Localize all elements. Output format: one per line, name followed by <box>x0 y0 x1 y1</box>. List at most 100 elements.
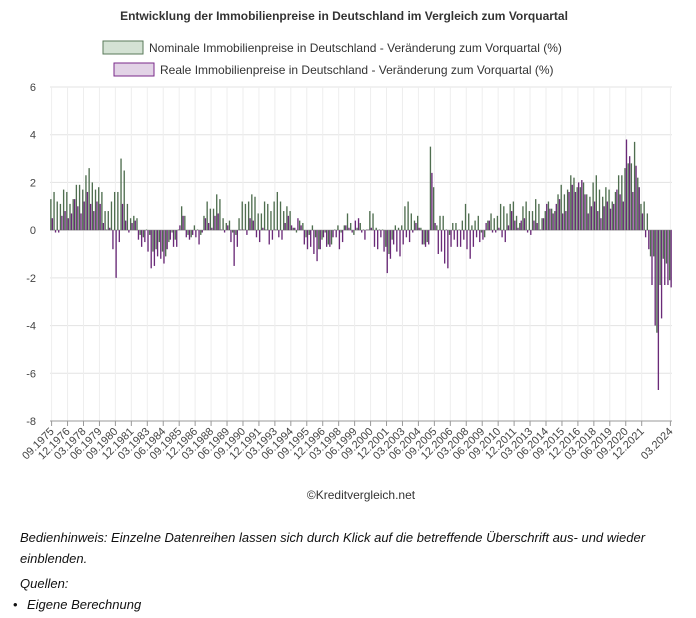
bar-real <box>201 230 203 233</box>
bar-real <box>236 230 239 247</box>
bar-nominal <box>592 182 594 231</box>
legend-item-nominal[interactable]: Nominale Immobilienpreise in Deutschland… <box>102 40 562 55</box>
usage-hint: Bedienhinweis: Einzelne Datenreihen lass… <box>20 530 646 566</box>
bar-nominal <box>381 229 384 231</box>
bar-nominal <box>225 222 227 231</box>
bar-real <box>664 230 666 286</box>
bar-nominal <box>279 201 282 231</box>
legend-item-real[interactable]: Reale Immobilienpreise in Deutschland - … <box>113 62 554 77</box>
bar-nominal <box>117 191 119 231</box>
bar-nominal <box>228 220 231 231</box>
bar-real <box>552 213 554 231</box>
bar-real <box>377 230 379 250</box>
bar-nominal <box>241 201 243 231</box>
bar-nominal <box>180 206 183 231</box>
bar-nominal <box>669 230 671 281</box>
bar-real <box>670 230 672 288</box>
bar-real <box>399 230 401 257</box>
bar-real <box>361 230 363 233</box>
y-axis: 6 4 2 0 -2 -4 -6 -8 <box>26 82 36 428</box>
bar-nominal <box>385 230 387 247</box>
bar-nominal <box>53 191 55 231</box>
bar-nominal <box>50 199 52 231</box>
bar-nominal <box>493 218 495 231</box>
y-tick-label: 4 <box>30 130 36 142</box>
bar-nominal <box>573 177 575 231</box>
bar-real <box>568 191 570 231</box>
bar-nominal <box>627 163 629 231</box>
bar-nominal <box>289 211 291 231</box>
bar-real <box>64 211 66 231</box>
bar-real <box>281 230 283 240</box>
bar-real <box>459 230 462 247</box>
bar-real <box>99 203 101 231</box>
bar-nominal <box>503 206 505 231</box>
bar-nominal <box>155 230 157 250</box>
bar-nominal <box>302 222 304 231</box>
bar-real <box>67 218 69 231</box>
bar-real <box>217 213 219 231</box>
bar-real <box>469 230 471 259</box>
bar-real <box>558 199 561 231</box>
bar-nominal <box>512 201 515 231</box>
bar-real <box>354 220 357 231</box>
bar-nominal <box>429 146 432 231</box>
bar-nominal <box>286 206 288 231</box>
bar-nominal <box>554 211 556 231</box>
bar-nominal <box>365 229 368 231</box>
bar-real <box>539 229 542 231</box>
bar-real <box>112 230 114 250</box>
chart-credit: ©Kreditvergleich.net <box>307 488 416 502</box>
bar-real <box>587 213 589 231</box>
bar-nominal <box>343 225 345 231</box>
bar-nominal <box>643 201 645 231</box>
bar-nominal <box>232 230 234 233</box>
bar-real <box>105 229 108 231</box>
bar-nominal <box>550 208 553 231</box>
bar-nominal <box>369 211 371 231</box>
bar-nominal <box>487 220 489 231</box>
bar-nominal <box>394 225 397 231</box>
bar-real <box>313 230 315 254</box>
bar-real <box>546 203 548 231</box>
bar-real <box>322 230 325 238</box>
bar-real <box>303 230 305 245</box>
bar-real <box>447 230 449 269</box>
bar-real <box>86 191 89 231</box>
bar-nominal <box>298 220 301 231</box>
bar-real <box>437 230 439 254</box>
bar-nominal <box>66 191 68 231</box>
bar-nominal <box>624 168 626 231</box>
bar-real <box>542 218 545 231</box>
bar-nominal <box>560 184 562 231</box>
bar-real <box>265 229 267 231</box>
legend-swatch-nominal <box>102 40 144 55</box>
bar-nominal <box>522 206 524 231</box>
bar-nominal <box>330 230 333 245</box>
bar-real <box>456 230 459 247</box>
bar-real <box>475 230 478 238</box>
bar-nominal <box>235 230 237 235</box>
price-change-chart: Entwicklung der Immobilienpreise in Deut… <box>20 9 675 502</box>
bar-real <box>555 203 557 231</box>
bar-real <box>584 194 586 231</box>
bar-nominal <box>190 230 192 238</box>
bar-real <box>574 191 577 231</box>
y-tick-label: -4 <box>26 321 36 333</box>
bar-nominal <box>321 230 323 240</box>
bar-nominal <box>653 230 655 257</box>
bar-real <box>147 230 149 252</box>
bar-nominal <box>263 201 266 231</box>
bar-real <box>597 211 599 231</box>
bar-nominal <box>468 213 470 231</box>
bar-nominal <box>324 230 326 233</box>
bar-real <box>252 220 254 231</box>
bar-real <box>536 222 538 231</box>
bar-nominal <box>388 230 390 254</box>
bar-real <box>125 220 127 231</box>
bar-nominal <box>637 177 639 231</box>
bar-nominal <box>458 229 460 231</box>
bar-real <box>153 230 156 266</box>
bar-real <box>325 230 328 247</box>
bar-real <box>606 201 609 231</box>
